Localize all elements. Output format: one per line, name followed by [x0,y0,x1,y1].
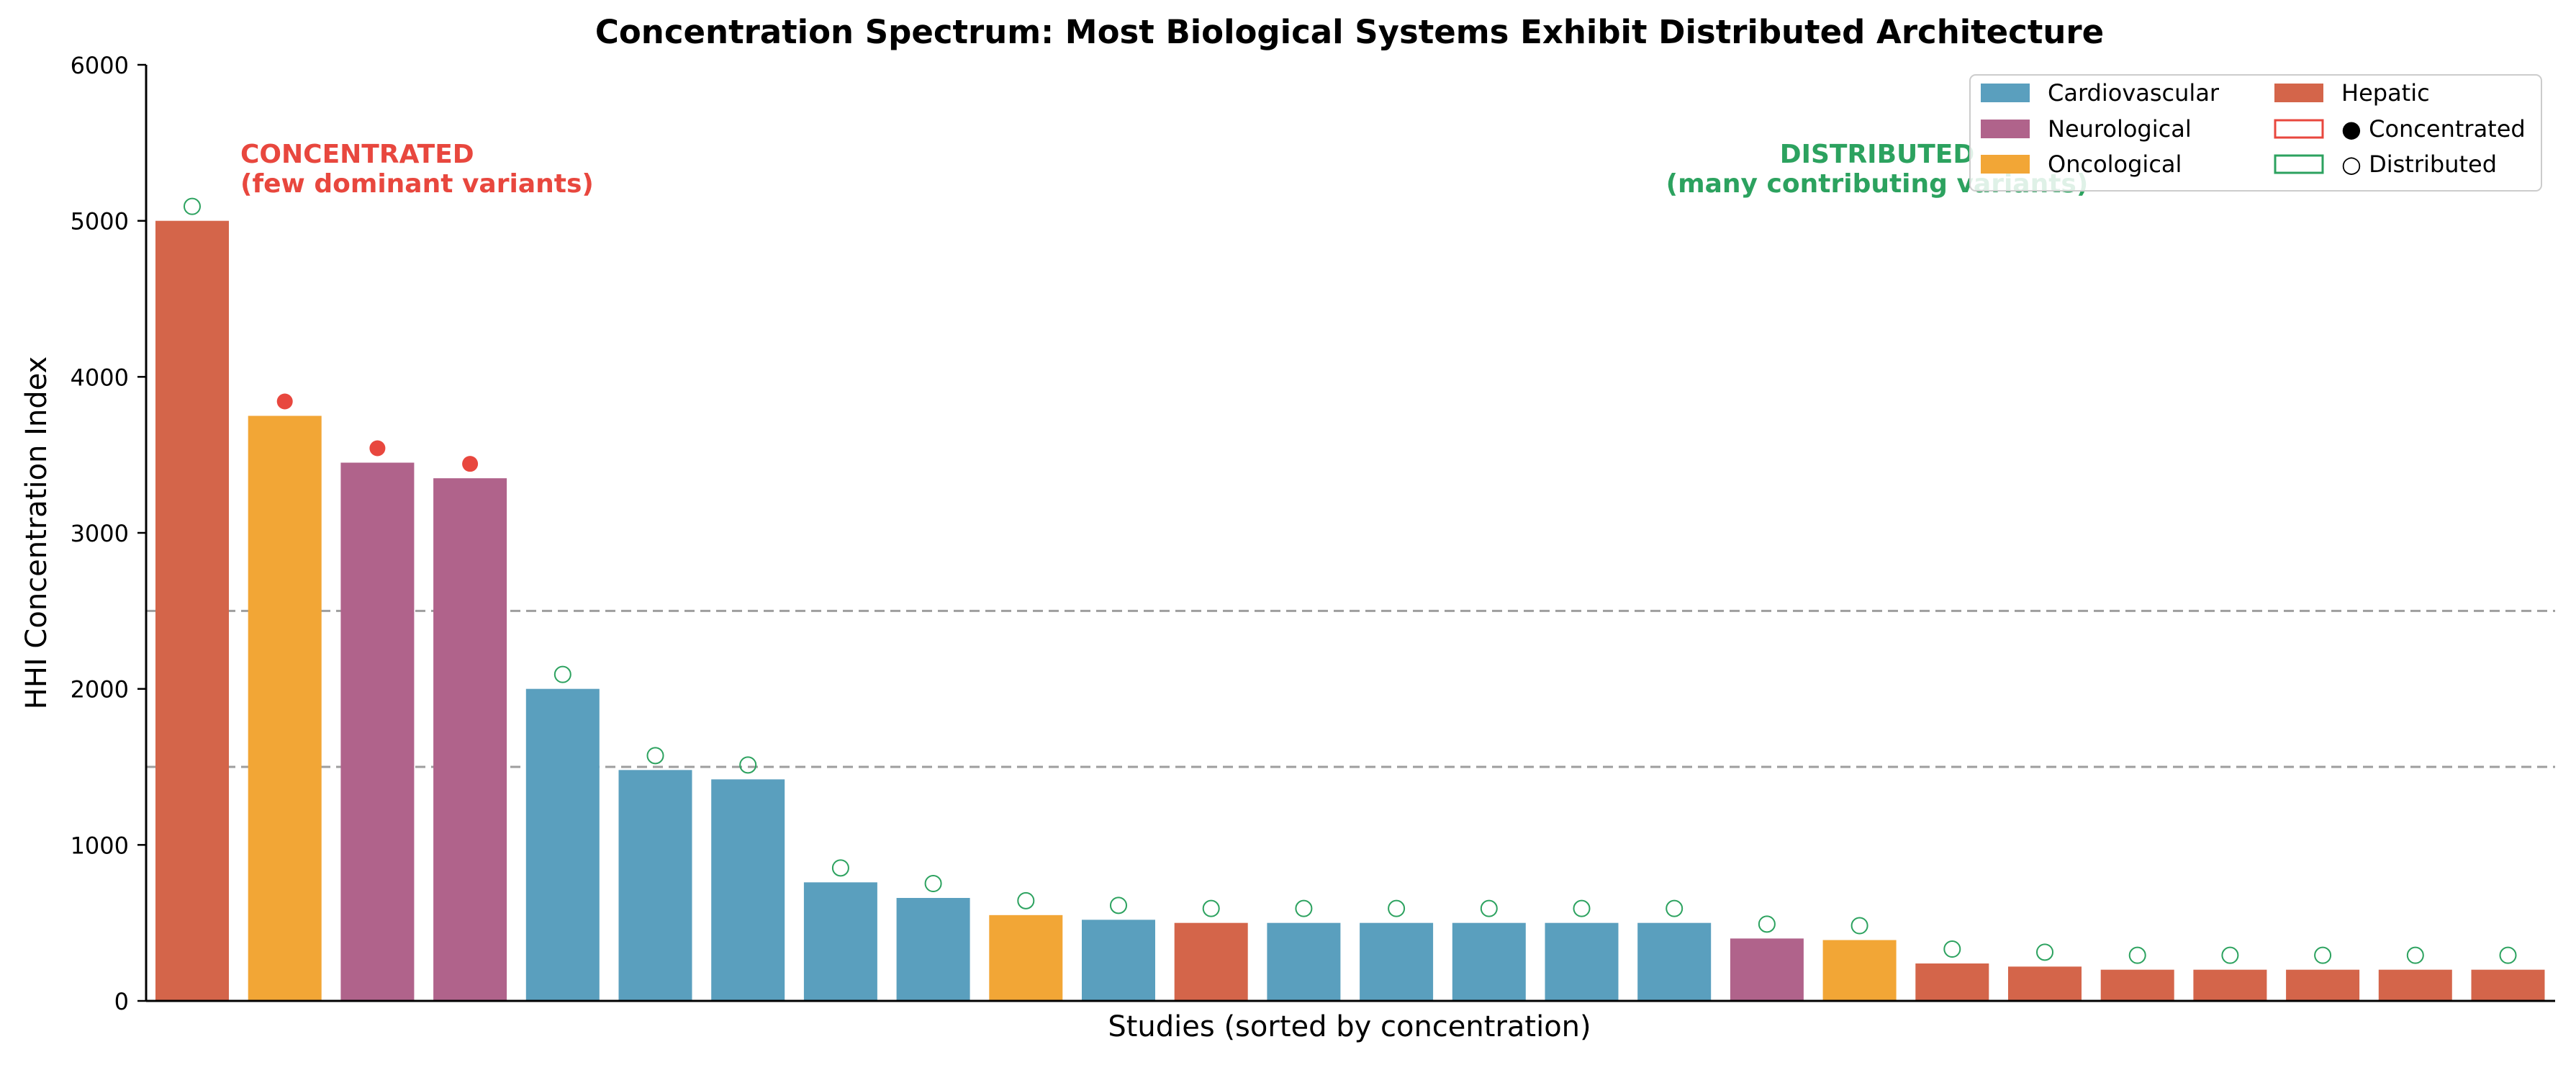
bar-18-neurological [1730,938,1804,1001]
marker-distributed-8 [831,859,849,877]
bar-3-neurological [340,462,415,1001]
marker-distributed-7 [739,756,757,774]
marker-distributed-26 [2499,946,2517,964]
bar-5-cardiovascular [525,688,600,1001]
annotation-concentrated-line1: CONCENTRATED [240,140,474,169]
bar-6-cardiovascular [618,770,692,1001]
legend-swatch-cardiovascular [1981,84,2030,102]
y-tick-label: 5000 [71,208,129,235]
bar-15-cardiovascular [1452,922,1526,1001]
marker-distributed-17 [1666,899,1684,917]
marker-distributed-1 [184,197,201,215]
legend-swatch-oncological [1981,155,2030,174]
marker-concentrated-4 [462,456,479,472]
bar-11-cardiovascular [1082,920,1155,1001]
legend-frame [1969,74,2542,192]
bar-16-cardiovascular [1545,922,1619,1001]
legend-swatch-concentrated [2274,119,2324,139]
legend-label: Hepatic [2341,79,2430,107]
y-tick-label: 6000 [71,52,129,79]
bar-7-cardiovascular [711,779,785,1001]
bar-17-cardiovascular [1637,922,1712,1001]
legend-label: Cardiovascular [2048,79,2220,107]
bar-14-cardiovascular [1360,922,1434,1001]
y-tick-label: 0 [114,988,129,1015]
marker-distributed-15 [1480,899,1498,917]
marker-distributed-9 [924,875,942,892]
marker-concentrated-3 [369,440,386,457]
bar-2-oncological [248,415,322,1001]
bar-1-hepatic [155,220,229,1002]
y-axis-label: HHI Concentration Index [20,356,53,709]
marker-distributed-24 [2314,946,2332,964]
legend-label: ○ Distributed [2341,150,2497,178]
y-ticks: 0 1000 2000 3000 4000 5000 6000 [71,52,146,1015]
marker-distributed-13 [1295,899,1313,917]
marker-distributed-22 [2128,946,2146,964]
legend-label: Oncological [2048,150,2182,178]
bar-4-neurological [433,478,507,1001]
marker-distributed-21 [2036,943,2053,961]
bar-26-hepatic [2471,969,2545,1001]
annotation-concentrated-line2: (few dominant variants) [240,169,594,199]
bar-9-cardiovascular [896,898,970,1001]
bar-20-hepatic [1915,963,1989,1001]
bar-25-hepatic [2378,969,2452,1001]
legend-swatch-neurological [1981,120,2030,138]
bar-13-cardiovascular [1267,922,1341,1001]
bar-22-hepatic [2100,969,2174,1001]
bar-12-hepatic [1174,922,1248,1001]
marker-distributed-11 [1110,897,1127,915]
marker-distributed-23 [2221,946,2239,964]
bar-19-oncological [1822,940,1897,1001]
marker-concentrated-2 [276,393,293,410]
bar-8-cardiovascular [803,882,877,1001]
legend-swatch-hepatic [2274,84,2323,102]
legend: Cardiovascular Neurological Oncological Hep… [1969,74,2542,192]
marker-distributed-12 [1202,899,1220,917]
marker-distributed-20 [1943,940,1961,958]
annotation-distributed-line1: DISTRIBUTED [1780,140,1975,169]
marker-distributed-14 [1388,899,1406,917]
y-tick-label: 4000 [71,364,129,391]
bars [155,220,2545,1002]
marker-distributed-10 [1017,891,1035,909]
y-tick-label: 3000 [71,520,129,547]
x-axis-label: Studies (sorted by concentration) [1108,1010,1591,1043]
bar-21-hepatic [2008,966,2082,1001]
markers [184,197,2517,964]
marker-distributed-25 [2406,946,2424,964]
legend-label: ● Concentrated [2341,115,2526,143]
legend-swatch-distributed [2274,154,2324,174]
marker-distributed-5 [553,665,571,683]
bar-23-hepatic [2193,969,2267,1001]
bar-10-oncological [989,915,1063,1001]
legend-label: Neurological [2048,115,2192,143]
bar-24-hepatic [2286,969,2360,1001]
marker-distributed-16 [1573,899,1591,917]
chart-title: Concentration Spectrum: Most Biological … [595,13,2104,51]
y-tick-label: 1000 [71,832,129,859]
marker-distributed-19 [1850,917,1868,935]
y-tick-label: 2000 [71,676,129,704]
axes: 0 1000 2000 3000 4000 5000 6000 [71,52,2555,1015]
marker-distributed-18 [1758,915,1776,933]
marker-distributed-6 [646,747,664,765]
